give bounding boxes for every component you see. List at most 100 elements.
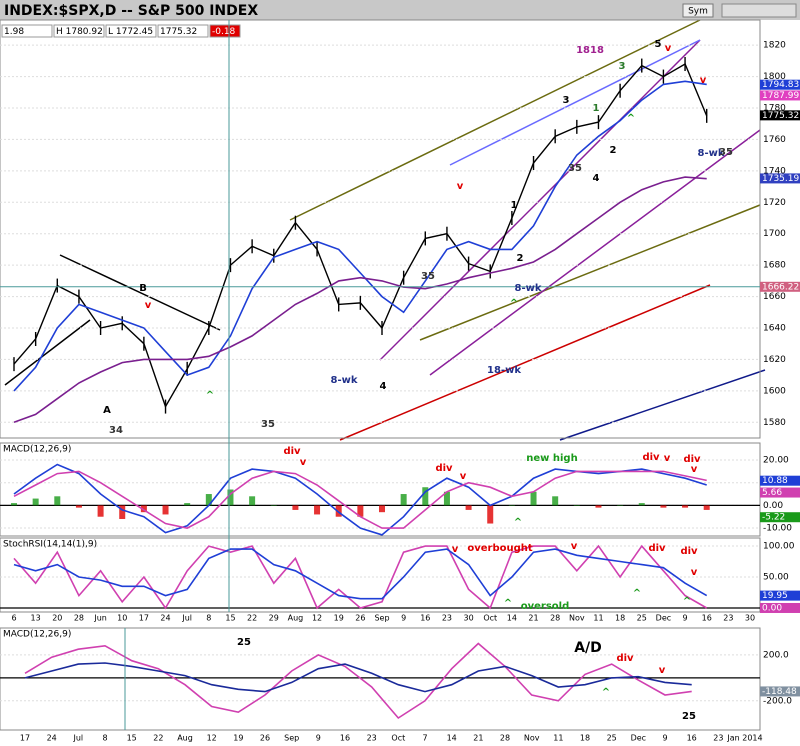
annotation: div	[680, 546, 698, 557]
quote-box	[209, 24, 241, 38]
x-tick-label: Sep	[374, 614, 389, 623]
series-line	[24, 642, 692, 720]
panel-frame	[0, 19, 761, 439]
histogram-bar	[422, 487, 429, 506]
window-controls[interactable]	[721, 3, 797, 18]
x-tick-label: 9	[316, 734, 321, 743]
x-tick-label: Oct	[391, 734, 405, 743]
annotation: 35	[261, 419, 275, 430]
value-label: 1787.99	[762, 91, 799, 101]
trendline	[559, 369, 766, 441]
annotation: 1	[593, 103, 600, 114]
series-line	[13, 470, 707, 529]
value-label: 5.66	[762, 488, 782, 498]
annotation: div	[642, 452, 660, 463]
x-tick-label: 30	[745, 614, 755, 623]
x-tick-label: 19	[334, 614, 344, 623]
annotation: 5	[655, 39, 662, 50]
value-label: 1794.83	[762, 80, 799, 90]
x-tick-label: 16	[702, 614, 712, 623]
y-tick-label: 1600	[763, 386, 786, 396]
x-tick-label: 25	[607, 734, 617, 743]
x-tick-label: 22	[153, 734, 163, 743]
x-tick-label: 21	[473, 734, 483, 743]
histogram-bar	[682, 505, 689, 508]
series-line	[13, 176, 707, 424]
histogram-bar	[638, 503, 645, 506]
annotation: 35	[568, 163, 582, 174]
x-tick-label: 29	[269, 614, 279, 623]
x-tick-label: 13	[31, 614, 41, 623]
annotation: v	[300, 457, 307, 468]
y-tick-label: 1620	[763, 355, 786, 365]
y-tick-label: 100.00	[763, 542, 795, 552]
annotation: 4	[380, 381, 387, 392]
annotation: v	[460, 471, 467, 482]
annotation: ^	[510, 298, 518, 309]
histogram-bar	[379, 505, 385, 513]
y-tick-label: 20.00	[763, 456, 789, 466]
trendline	[289, 19, 701, 221]
annotation: v	[457, 181, 464, 192]
annotation: 1818	[576, 45, 604, 56]
x-tick-label: 15	[127, 734, 137, 743]
panel-title: StochRSI(14,14(1),9)	[3, 540, 97, 550]
annotation: 2	[610, 145, 617, 156]
annotation: 8-wk	[698, 148, 725, 159]
value-box	[760, 79, 800, 90]
x-tick-label: 16	[340, 734, 350, 743]
value-label: -118.48	[762, 687, 797, 697]
x-tick-label: 19	[233, 734, 243, 743]
x-tick-label: 26	[355, 614, 365, 623]
histogram-bar	[595, 505, 602, 508]
series-line	[13, 548, 708, 600]
series-line	[24, 662, 692, 693]
annotation: v	[691, 464, 698, 475]
trendline	[59, 254, 221, 331]
annotation: ^	[683, 596, 691, 607]
x-tick-label: Jul	[73, 734, 84, 743]
y-tick-label: 1720	[763, 198, 786, 208]
quote-box	[53, 24, 105, 38]
x-tick-label: 24	[160, 614, 170, 623]
y-tick-label: -10.00	[763, 524, 792, 534]
x-tick-label: 22	[247, 614, 257, 623]
x-tick-label: 17	[139, 614, 149, 623]
quote-value: 1.98	[4, 27, 24, 37]
value-box	[760, 686, 800, 697]
histogram-bar	[227, 489, 234, 506]
panel-frame	[0, 537, 761, 613]
x-tick-label: 25	[637, 614, 647, 623]
x-tick-label: 10	[117, 614, 127, 623]
y-tick-label: 1800	[763, 72, 786, 82]
value-label: 1775.32	[762, 111, 799, 121]
x-tick-label: 18	[580, 734, 590, 743]
value-box	[760, 281, 800, 292]
histogram-bar	[140, 505, 147, 513]
histogram-bar	[660, 505, 667, 508]
annotation: oversold	[521, 601, 570, 612]
annotation: v	[659, 665, 666, 676]
annotation: 34	[109, 425, 123, 436]
histogram-bar	[552, 496, 559, 506]
value-box	[760, 487, 800, 498]
panel-title: MACD(12,26,9)	[3, 445, 71, 455]
annotation: div	[683, 454, 701, 465]
histogram-bar	[162, 505, 169, 515]
x-tick-label: 6	[11, 614, 16, 623]
y-tick-label: 200.0	[763, 650, 789, 660]
x-tick-label: 7	[422, 734, 427, 743]
x-tick-label: 14	[447, 734, 457, 743]
x-tick-label: 16	[687, 734, 697, 743]
sym-button[interactable]	[682, 3, 714, 18]
annotation: 35	[421, 271, 435, 282]
x-tick-label: 12	[312, 614, 322, 623]
annotation: v	[571, 541, 578, 552]
y-tick-label: 1640	[763, 324, 786, 334]
sym-label[interactable]: Sym	[688, 7, 708, 17]
value-label: 19.95	[762, 591, 788, 601]
annotation: 25	[682, 711, 696, 722]
x-tick-label: 20	[52, 614, 62, 623]
y-tick-label: 1680	[763, 261, 786, 271]
